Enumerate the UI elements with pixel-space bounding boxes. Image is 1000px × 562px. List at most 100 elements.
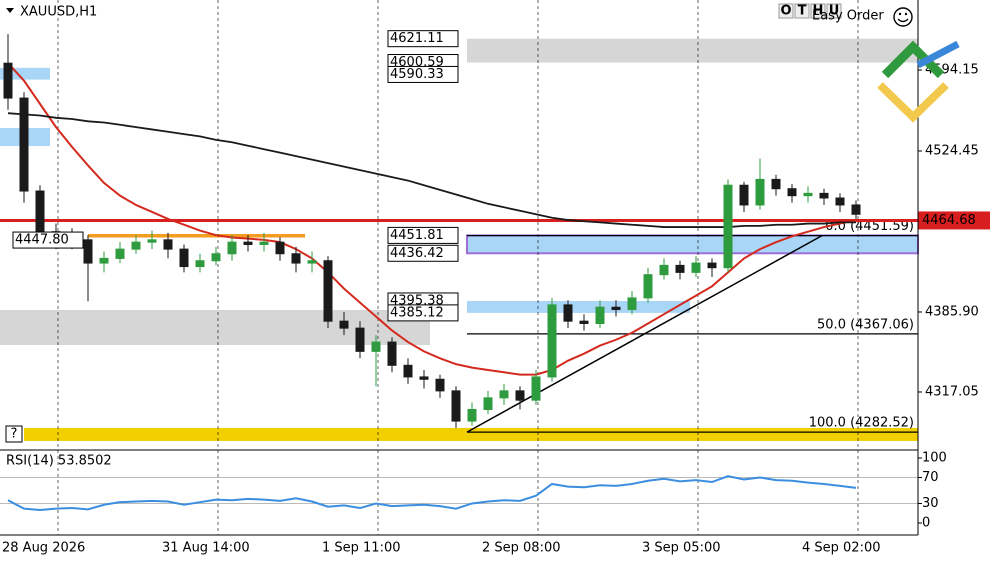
candle-body bbox=[675, 264, 685, 273]
price-label-box bbox=[387, 226, 459, 244]
trend-line bbox=[466, 234, 823, 433]
easy-order[interactable]: Easy Order bbox=[812, 9, 884, 24]
candle-body bbox=[547, 304, 557, 378]
rsi-title: RSI(14) 53.8502 bbox=[6, 454, 112, 469]
x-tick-label: 3 Sep 05:00 bbox=[642, 541, 721, 556]
candle-body bbox=[339, 320, 349, 329]
candle-body bbox=[3, 62, 13, 99]
toolbar-button[interactable] bbox=[826, 3, 842, 19]
current-price-tag bbox=[918, 211, 990, 230]
candle-body bbox=[163, 239, 173, 250]
symbol-menu-arrow[interactable] bbox=[6, 8, 14, 13]
candle-body bbox=[419, 376, 429, 380]
price-label: 4590.33 bbox=[390, 67, 444, 82]
candle-body bbox=[515, 390, 525, 401]
y-tick-label: 4317.05 bbox=[925, 384, 979, 399]
zone bbox=[88, 234, 305, 238]
toolbar-button-label[interactable]: T bbox=[798, 4, 807, 19]
candle-body bbox=[691, 262, 701, 273]
candle-body bbox=[403, 364, 413, 378]
candle-body bbox=[851, 204, 861, 215]
price-label-box bbox=[12, 231, 84, 249]
candle-body bbox=[307, 260, 317, 264]
candle-body bbox=[579, 320, 589, 324]
price-label-box bbox=[387, 304, 459, 322]
candle-body bbox=[259, 241, 269, 245]
candle-body bbox=[611, 306, 621, 311]
toolbar-button-label[interactable]: H bbox=[813, 4, 824, 19]
candle-body bbox=[227, 241, 237, 255]
toolbar-button[interactable] bbox=[794, 3, 810, 19]
candle-body bbox=[19, 97, 29, 192]
candle-body bbox=[627, 297, 637, 311]
candle-body bbox=[563, 304, 573, 322]
candle-body bbox=[99, 257, 109, 264]
symbol-label: XAUUSD,H1 bbox=[20, 5, 97, 20]
candle-body bbox=[355, 327, 365, 352]
smiley-icon[interactable] bbox=[893, 7, 913, 27]
zone bbox=[467, 300, 690, 313]
price-label-box bbox=[387, 65, 459, 83]
x-tick-label: 31 Aug 14:00 bbox=[162, 541, 250, 556]
toolbar-button-label[interactable]: O bbox=[780, 4, 791, 19]
rsi-line bbox=[7, 475, 857, 511]
y-tick-label: 100 bbox=[922, 450, 947, 465]
y-tick-label: 4385.90 bbox=[925, 304, 979, 319]
candle-body bbox=[131, 241, 141, 250]
candle-body bbox=[467, 408, 477, 422]
y-tick-label: 0 bbox=[922, 515, 930, 530]
y-tick-label: 70 bbox=[922, 470, 939, 485]
help-mark[interactable]: ? bbox=[11, 427, 18, 442]
candle-body bbox=[275, 241, 285, 255]
broker-logo bbox=[877, 40, 960, 123]
x-tick-label: 4 Sep 02:00 bbox=[802, 541, 881, 556]
candle-body bbox=[771, 178, 781, 190]
zone bbox=[0, 67, 50, 80]
zone bbox=[0, 310, 430, 345]
moving-average bbox=[7, 62, 857, 376]
candle-body bbox=[195, 260, 205, 268]
candle-body bbox=[531, 376, 541, 401]
candle-body bbox=[739, 184, 749, 206]
candle-body bbox=[707, 262, 717, 269]
candle-body bbox=[483, 397, 493, 410]
price-label: 4385.12 bbox=[390, 305, 444, 320]
candle-body bbox=[83, 239, 93, 264]
zone bbox=[466, 234, 919, 255]
price-label: 4436.42 bbox=[390, 246, 444, 261]
candle-body bbox=[787, 188, 797, 197]
toolbar-button[interactable] bbox=[778, 3, 794, 19]
y-tick-label: 4524.45 bbox=[925, 143, 979, 158]
candle-body bbox=[387, 341, 397, 366]
y-tick-label: 30 bbox=[922, 496, 939, 511]
price-label: 4621.11 bbox=[390, 31, 444, 46]
current-price-label: 4464.68 bbox=[922, 213, 976, 228]
fib-label: 100.0 (4282.52) bbox=[809, 416, 914, 431]
candle-body bbox=[819, 192, 829, 199]
candle-body bbox=[803, 192, 813, 197]
help-box[interactable] bbox=[5, 425, 23, 443]
price-label-box bbox=[387, 30, 459, 48]
moving-average bbox=[7, 112, 856, 228]
candle-body bbox=[723, 184, 733, 269]
candle-body bbox=[435, 378, 445, 392]
candle-body bbox=[595, 306, 605, 324]
candle-body bbox=[291, 253, 301, 264]
candle-body bbox=[35, 190, 45, 233]
candle-body bbox=[755, 178, 765, 206]
candle-body bbox=[323, 260, 333, 322]
zone bbox=[467, 38, 918, 63]
candle-body bbox=[371, 341, 381, 352]
toolbar-button[interactable] bbox=[810, 3, 826, 19]
zone bbox=[24, 427, 918, 441]
candle-body bbox=[451, 390, 461, 422]
toolbar-button-label[interactable]: U bbox=[829, 4, 840, 19]
candle-body bbox=[643, 274, 653, 299]
price-label-box bbox=[387, 244, 459, 262]
candle-body bbox=[659, 264, 669, 276]
x-tick-label: 1 Sep 11:00 bbox=[322, 541, 401, 556]
candle-body bbox=[243, 241, 253, 245]
x-tick-label: 2 Sep 08:00 bbox=[482, 541, 561, 556]
price-label: 4451.81 bbox=[390, 228, 444, 243]
